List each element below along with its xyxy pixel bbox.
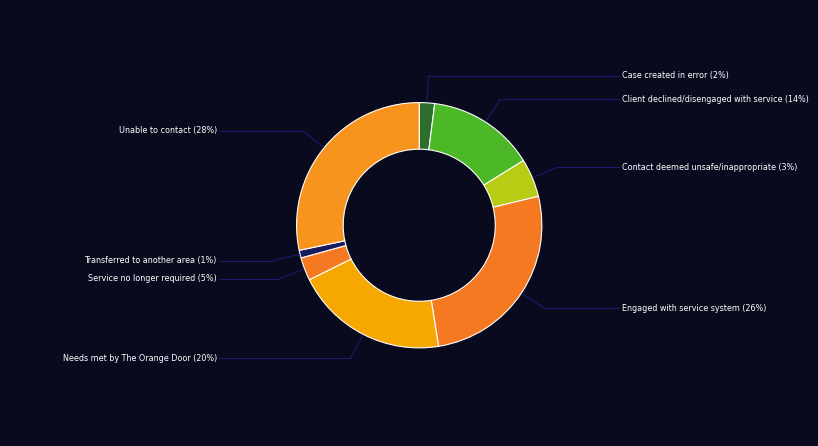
Text: Contact deemed unsafe/inappropriate (3%): Contact deemed unsafe/inappropriate (3%)	[622, 163, 797, 172]
Text: Transferred to another area (1%): Transferred to another area (1%)	[84, 256, 217, 265]
Wedge shape	[483, 161, 538, 207]
Wedge shape	[301, 245, 351, 280]
Text: Engaged with service system (26%): Engaged with service system (26%)	[622, 304, 766, 313]
Text: Service no longer required (5%): Service no longer required (5%)	[88, 274, 217, 283]
Text: Unable to contact (28%): Unable to contact (28%)	[119, 126, 217, 136]
Wedge shape	[297, 103, 420, 250]
Text: Client declined/disengaged with service (14%): Client declined/disengaged with service …	[622, 95, 808, 104]
Text: Needs met by The Orange Door (20%): Needs met by The Orange Door (20%)	[63, 354, 217, 363]
Wedge shape	[309, 259, 438, 348]
Wedge shape	[419, 103, 434, 150]
Wedge shape	[299, 241, 346, 258]
Text: Case created in error (2%): Case created in error (2%)	[622, 71, 729, 80]
Wedge shape	[429, 103, 524, 185]
Wedge shape	[431, 196, 542, 347]
